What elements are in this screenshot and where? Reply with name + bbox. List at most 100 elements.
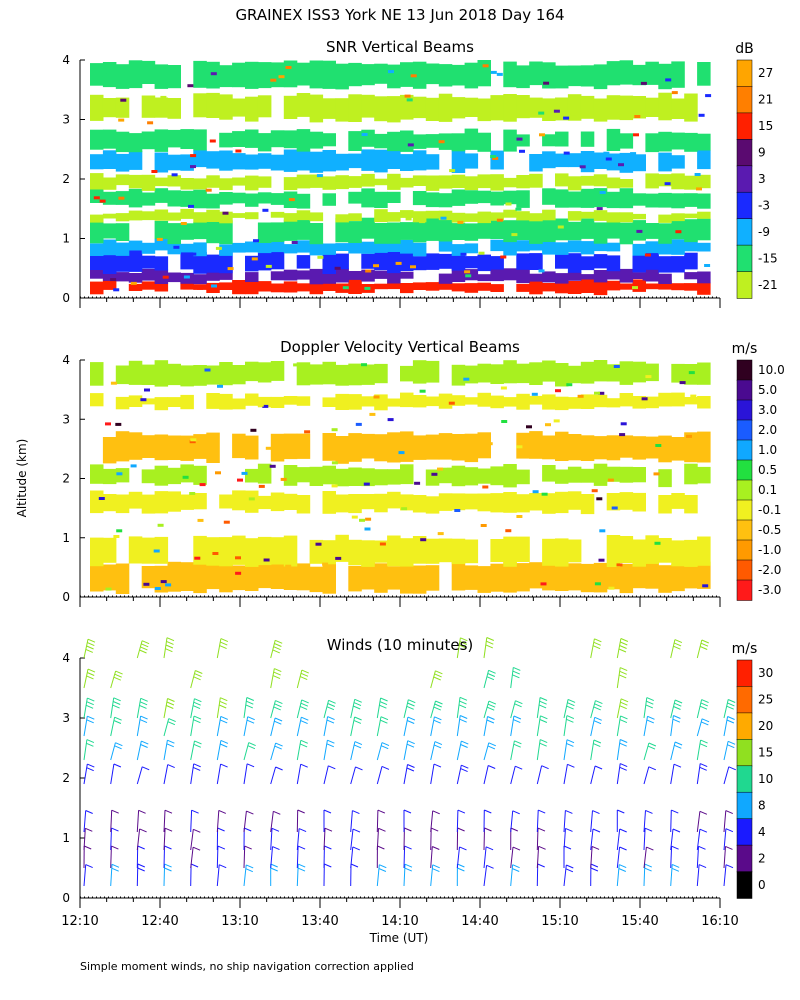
heatmap-cell <box>567 65 582 87</box>
heatmap-cell <box>438 133 453 150</box>
heatmap-cell <box>464 153 479 169</box>
wind-barb <box>163 718 176 737</box>
wind-barb-shaft <box>296 717 302 737</box>
wind-barb-shaft <box>616 828 621 851</box>
heatmap-cell <box>632 213 646 220</box>
wind-barb <box>216 763 228 785</box>
wind-barb <box>670 699 683 719</box>
heatmap-cell <box>516 218 530 241</box>
heatmap-speckle <box>165 583 172 587</box>
heatmap-cell <box>296 218 311 240</box>
wind-barb-feather <box>460 637 468 642</box>
heatmap-cell <box>542 283 556 292</box>
heatmap-cell <box>567 271 582 281</box>
wind-barb-feather <box>244 827 252 832</box>
heatmap-speckle <box>162 275 169 279</box>
heatmap-cell <box>309 539 324 564</box>
heatmap-speckle <box>153 549 160 553</box>
wind-barb <box>323 716 335 737</box>
heatmap-speckle <box>407 143 414 147</box>
wind-barb-feather <box>647 715 655 720</box>
wind-barb <box>483 637 494 659</box>
heatmap-speckle <box>278 75 285 79</box>
heatmap-cell <box>542 360 556 382</box>
heatmap-speckle <box>369 412 376 416</box>
wind-barb-feather <box>137 845 145 850</box>
wind-barb <box>456 715 468 737</box>
heatmap-cell <box>580 494 595 515</box>
wind-barb-feather <box>457 867 465 872</box>
heatmap-speckle <box>511 233 518 237</box>
heatmap-cell <box>697 174 711 189</box>
heatmap-speckle <box>217 384 223 388</box>
heatmap-cell <box>322 133 336 147</box>
heatmap-cell <box>606 566 621 590</box>
y-tick-label: 2 <box>62 771 70 785</box>
heatmap-cell <box>193 535 207 565</box>
heatmap-cell <box>632 193 646 206</box>
wind-barb-feather <box>87 668 96 673</box>
wind-barb-feather <box>219 645 227 650</box>
heatmap-cell <box>361 364 375 385</box>
wind-barb <box>563 698 576 719</box>
heatmap-cell <box>412 175 427 186</box>
heatmap-cell <box>335 153 349 171</box>
wind-barb-feather <box>700 702 708 707</box>
heatmap-cell <box>477 254 491 272</box>
colorbar-swatch <box>736 86 753 114</box>
wind-barb-feather <box>86 739 95 744</box>
wind-barb <box>243 716 255 737</box>
wind-barb-feather <box>273 671 281 676</box>
heatmap-cell <box>154 269 169 284</box>
wind-barb-feather <box>86 701 94 706</box>
wind-barb-shaft <box>456 846 460 869</box>
heatmap-cell <box>232 131 246 147</box>
heatmap-cell <box>671 540 685 567</box>
wind-barb-shaft <box>723 766 730 785</box>
wind-barb-feather <box>137 863 145 868</box>
heatmap-cell <box>529 213 543 222</box>
wind-barb-shaft <box>136 740 142 761</box>
wind-barb-feather <box>137 867 145 872</box>
wind-barb-shaft <box>670 715 674 737</box>
heatmap-cell <box>425 97 440 121</box>
wind-barb <box>350 828 361 851</box>
heatmap-cell <box>697 282 711 295</box>
heatmap-cell <box>193 493 207 510</box>
heatmap-speckle <box>517 365 524 369</box>
colorbar-swatch <box>736 271 753 299</box>
heatmap-cell <box>555 131 569 147</box>
wind-barb-feather <box>141 640 150 645</box>
heatmap-cell <box>464 62 479 89</box>
wind-barb-shaft <box>376 742 383 761</box>
heatmap-speckle <box>599 191 606 194</box>
heatmap-cell <box>283 130 298 149</box>
heatmap-cell <box>412 495 427 513</box>
heatmap-cell <box>206 92 220 118</box>
heatmap-cell <box>606 364 621 382</box>
heatmap-speckle <box>334 266 341 270</box>
wind-barb-feather <box>433 706 441 711</box>
heatmap-cell <box>335 494 349 513</box>
heatmap-cell <box>348 363 362 386</box>
heatmap-cell <box>490 539 504 562</box>
heatmap-cell <box>374 283 388 290</box>
wind-barb <box>243 810 254 833</box>
heatmap-cell <box>697 466 711 484</box>
heatmap-cell <box>90 269 104 279</box>
heatmap-cell <box>232 433 246 459</box>
wind-barb-feather <box>167 721 176 726</box>
heatmap-cell <box>322 433 336 461</box>
wind-barb-shaft <box>403 716 409 737</box>
heatmap-cell <box>412 256 427 271</box>
wind-barb <box>323 699 336 719</box>
wind-barb <box>563 763 575 785</box>
wind-barb-feather <box>645 809 653 814</box>
heatmap-speckle <box>419 389 426 393</box>
wind-barb-feather <box>538 704 547 709</box>
heatmap-cell <box>309 174 324 188</box>
wind-barb-feather <box>699 828 708 833</box>
wind-barb <box>510 810 520 833</box>
wind-barb <box>270 827 280 851</box>
heatmap-cell <box>684 175 698 190</box>
